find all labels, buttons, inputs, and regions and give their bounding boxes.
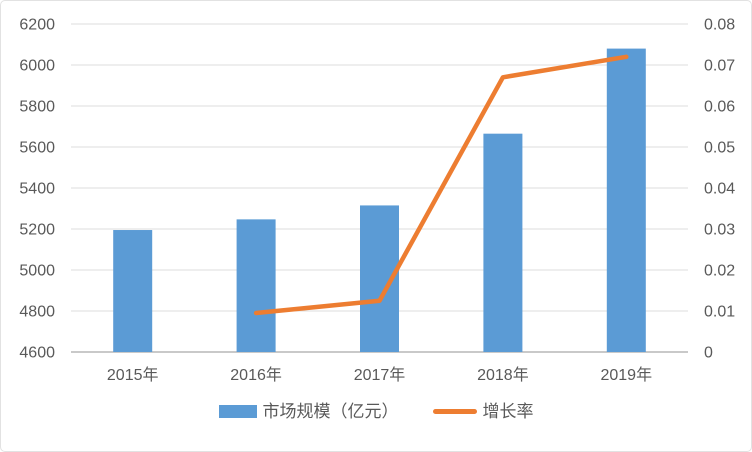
- left-axis-tick: 5800: [19, 99, 55, 116]
- right-axis-tick: 0.07: [704, 58, 735, 75]
- bar-2015年: [113, 230, 153, 352]
- chart-legend: 市场规模（亿元） 增长率: [1, 403, 751, 420]
- right-axis-tick: 0.05: [704, 140, 735, 157]
- legend-item-growth-rate: 增长率: [432, 402, 534, 421]
- growth-rate-line: [253, 54, 629, 316]
- right-axis-tick: 0.08: [704, 17, 735, 34]
- left-axis-tick: 5600: [19, 140, 55, 157]
- left-axis-tick: 6000: [19, 58, 55, 75]
- x-axis-label: 2018年: [477, 366, 529, 384]
- right-axis-tick: 0.01: [704, 304, 735, 321]
- left-axis-tick: 5000: [19, 263, 55, 280]
- bar-2019年: [606, 48, 646, 352]
- right-axis-tick: 0.04: [704, 181, 735, 198]
- left-axis-tick: 6200: [19, 17, 55, 34]
- x-axis-label: 2016年: [230, 366, 282, 384]
- left-axis-tick: 5400: [19, 181, 55, 198]
- bar-2018年: [483, 133, 523, 352]
- legend-label-growth-rate: 增长率: [482, 402, 534, 421]
- bar-series-swatch: [218, 405, 257, 418]
- left-axis-tick: 4600: [19, 345, 55, 362]
- x-axis-label: 2017年: [354, 366, 406, 384]
- x-axis-label: 2019年: [600, 366, 652, 384]
- legend-label-market-size: 市场规模（亿元）: [262, 402, 399, 421]
- bar-2016年: [236, 219, 276, 352]
- left-axis-tick: 4800: [19, 304, 55, 321]
- right-axis-tick: 0.02: [704, 263, 735, 280]
- x-axis-label: 2015年: [107, 366, 159, 384]
- legend-item-market-size: 市场规模（亿元）: [218, 402, 399, 421]
- line-series-swatch: [432, 409, 477, 414]
- right-axis-tick: 0.06: [704, 99, 735, 116]
- right-axis-tick: 0: [704, 345, 713, 362]
- left-axis-tick: 5200: [19, 222, 55, 239]
- right-axis-tick: 0.03: [704, 222, 735, 239]
